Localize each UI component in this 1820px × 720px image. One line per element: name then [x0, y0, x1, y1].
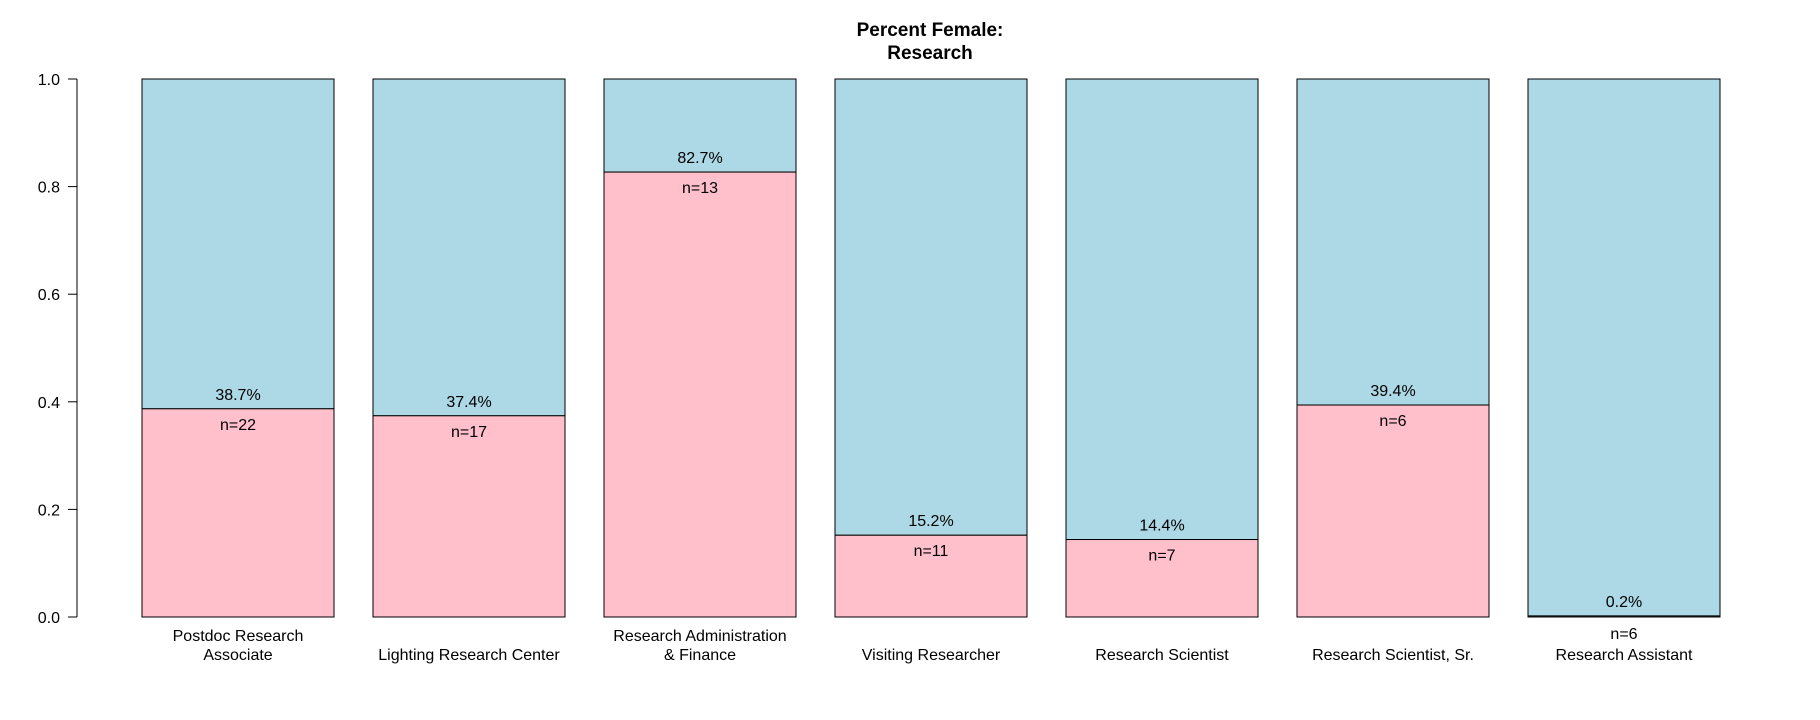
category-label: Lighting Research Center	[378, 647, 560, 664]
bar-female-segment	[834, 534, 1028, 618]
bar-n-label: n=17	[451, 424, 487, 441]
bar-group: 37.4% n=17 Lighting Research Center	[372, 78, 566, 664]
bar-percent-label: 15.2%	[908, 513, 953, 530]
bar-percent-label: 82.7%	[677, 150, 722, 167]
bar-percent-label: 0.2%	[1606, 594, 1642, 611]
bar-remainder-segment	[1065, 78, 1259, 541]
bar-remainder-segment	[1296, 78, 1490, 406]
bar-n-label: n=6	[1379, 413, 1406, 430]
bar-remainder-segment	[834, 78, 1028, 536]
y-tick-label: 0.4	[38, 395, 60, 412]
y-tick-label: 0.2	[38, 502, 60, 519]
bar-female-segment	[1296, 404, 1490, 618]
y-axis: 0.0 0.2 0.4 0.6 0.8 1.0	[38, 72, 78, 627]
y-tick-label: 0.8	[38, 180, 60, 197]
bar-percent-label: 37.4%	[446, 394, 491, 411]
bar-percent-label: 39.4%	[1370, 383, 1415, 400]
category-label: Research Administration	[613, 628, 786, 645]
bar-n-label: n=6	[1610, 626, 1637, 643]
bar-percent-label: 38.7%	[215, 387, 260, 404]
category-label: Research Assistant	[1556, 647, 1694, 664]
bar-n-label: n=11	[914, 543, 949, 560]
y-tick-label: 0.6	[38, 287, 60, 304]
bar-group: 14.4% n=7 Research Scientist	[1065, 78, 1259, 664]
bar-n-label: n=7	[1148, 548, 1175, 565]
bar-female-segment	[141, 408, 335, 618]
bar-group: 39.4% n=6 Research Scientist, Sr.	[1296, 78, 1490, 664]
bar-group: 15.2% n=11 Visiting Researcher	[834, 78, 1028, 664]
bar-group: 38.7% n=22 Postdoc Research Associate	[141, 78, 335, 664]
bar-group: 0.2% n=6 Research Assistant	[1527, 78, 1721, 664]
chart-title-line-1: Percent Female:	[857, 20, 1004, 41]
bar-group: 82.7% n=13 Research Administration & Financ…	[603, 78, 797, 664]
category-label: Visiting Researcher	[862, 647, 1001, 664]
bar-female-segment	[1527, 615, 1721, 618]
category-label: Postdoc Research	[173, 628, 304, 645]
bar-female-segment	[603, 171, 797, 618]
bar-female-segment	[372, 415, 566, 618]
bar-n-label: n=22	[220, 417, 256, 434]
category-label: Research Scientist	[1095, 647, 1229, 664]
bar-remainder-segment	[1527, 78, 1721, 617]
bar-remainder-segment	[372, 78, 566, 417]
y-tick-label: 0.0	[38, 610, 60, 627]
category-label: Research Scientist, Sr.	[1312, 647, 1474, 664]
bar-female-segment	[1065, 539, 1259, 618]
category-label: Associate	[203, 647, 272, 664]
bars: 38.7% n=22 Postdoc Research Associate 37.4% n…	[141, 78, 1721, 664]
y-tick-label: 1.0	[38, 72, 60, 89]
category-label: & Finance	[664, 647, 736, 664]
chart-title-line-2: Research	[887, 43, 973, 64]
bar-n-label: n=13	[682, 180, 718, 197]
bar-percent-label: 14.4%	[1139, 518, 1184, 535]
bar-remainder-segment	[141, 78, 335, 410]
